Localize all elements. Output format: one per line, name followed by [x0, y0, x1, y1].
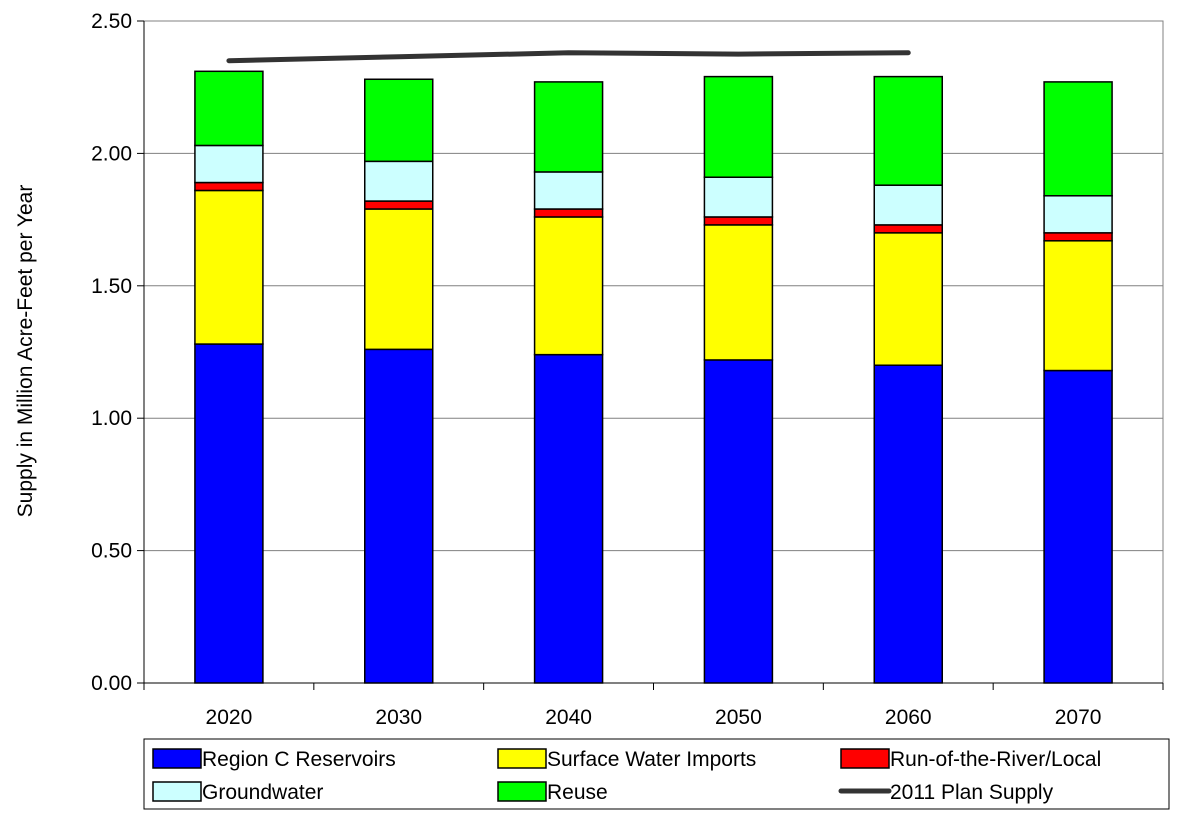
bars	[194, 70, 1113, 684]
bar-segment-surface-water-imports	[533, 216, 604, 356]
x-tick-label: 2070	[1055, 706, 1102, 729]
bar-segment-run-of-the-river-local	[533, 208, 604, 218]
bar-segment-run-of-the-river-local	[703, 216, 774, 226]
legend: Region C Reservoirs Surface Water Imports…	[143, 738, 1170, 810]
x-tick-label: 2030	[375, 706, 422, 729]
x-tick-label: 2020	[206, 706, 253, 729]
bar-segment-surface-water-imports	[703, 224, 774, 361]
legend-swatch	[497, 748, 547, 769]
gridlines	[143, 20, 1164, 684]
bar-segment-run-of-the-river-local	[364, 200, 434, 210]
bar-segment-reuse	[1043, 81, 1113, 197]
bar-segment-region-c-reservoirs	[533, 353, 604, 684]
legend-swatch	[152, 781, 202, 802]
y-tick-label: 1.50	[91, 275, 132, 298]
legend-swatch	[152, 748, 202, 769]
axes: 0.00 0.50 1.00 1.50 2.00 2.50 2020 2030 2040 2050…	[91, 10, 1164, 729]
bar-segment-run-of-the-river-local	[194, 181, 264, 192]
bar-segment-run-of-the-river-local	[1043, 232, 1113, 242]
bar-segment-reuse	[194, 70, 264, 147]
bar-segment-groundwater	[194, 144, 264, 184]
legend-label: Reuse	[547, 781, 608, 804]
plot-area-frame	[143, 20, 1164, 684]
legend-label: Region C Reservoirs	[202, 748, 396, 771]
bar-segment-reuse	[533, 81, 604, 173]
bar-segment-groundwater	[1043, 195, 1113, 234]
y-axis-title: Supply in Million Acre-Feet per Year	[14, 185, 37, 518]
y-tick-label: 1.00	[91, 407, 132, 430]
y-tick-label: 2.00	[91, 142, 132, 165]
bar-segment-region-c-reservoirs	[1043, 369, 1113, 684]
legend-label: Surface Water Imports	[547, 748, 756, 771]
bar-segment-region-c-reservoirs	[364, 348, 434, 684]
legend-swatch	[840, 748, 890, 769]
bar-segment-groundwater	[703, 176, 774, 218]
legend-box	[143, 738, 1170, 810]
bar-segment-reuse	[364, 78, 434, 163]
bar-segment-reuse	[873, 75, 943, 186]
bar-segment-region-c-reservoirs	[194, 343, 264, 684]
bar-segment-groundwater	[873, 184, 943, 226]
x-tick-label: 2060	[885, 706, 932, 729]
legend-label: Groundwater	[202, 781, 323, 804]
legend-swatch	[497, 781, 547, 802]
bar-segment-surface-water-imports	[873, 232, 943, 366]
legend-label: Run-of-the-River/Local	[890, 748, 1101, 771]
x-tick-label: 2050	[715, 706, 762, 729]
plan-supply-line-layer	[226, 50, 911, 64]
y-tick-label: 2.50	[91, 10, 132, 33]
bar-segment-region-c-reservoirs	[703, 359, 774, 684]
y-tick-label: 0.00	[91, 672, 132, 695]
x-tick-label: 2040	[545, 706, 592, 729]
bar-segment-surface-water-imports	[1043, 240, 1113, 372]
bar-segment-groundwater	[364, 160, 434, 202]
bar-segment-reuse	[703, 75, 774, 178]
bar-segment-surface-water-imports	[364, 208, 434, 351]
bar-segment-groundwater	[533, 171, 604, 210]
y-tick-label: 0.50	[91, 540, 132, 563]
legend-label: 2011 Plan Supply	[890, 781, 1054, 804]
bar-segment-region-c-reservoirs	[873, 364, 943, 684]
plan-supply-line	[226, 50, 911, 64]
bar-segment-run-of-the-river-local	[873, 224, 943, 234]
bar-segment-surface-water-imports	[194, 189, 264, 345]
